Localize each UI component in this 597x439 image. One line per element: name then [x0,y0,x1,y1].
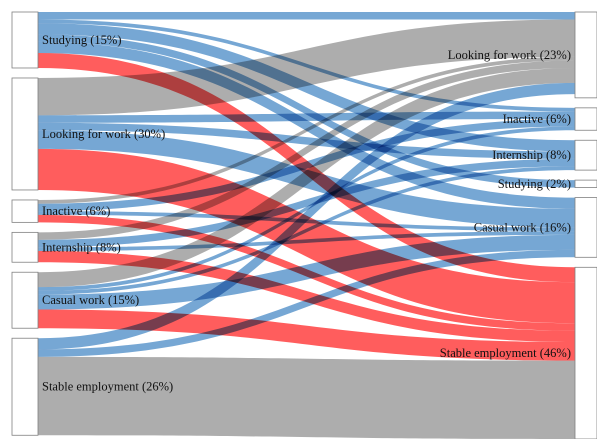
node-box [11,231,39,263]
source-node-stable: Stable employment (26%) [11,337,173,436]
target-node-looking: Looking for work (23%) [448,11,597,99]
node-label: Internship (8%) [492,148,571,162]
flow-looking-to-looking [38,19,575,116]
flow-stable-to-casual [38,249,575,357]
flow-studying-to-internship [38,23,575,152]
node-box [574,197,597,258]
node-label: Stable employment (26%) [42,380,173,394]
source-node-internship: Internship (8%) [11,231,121,263]
node-box [574,139,597,171]
node-label: Casual work (16%) [474,220,571,234]
node-box [11,199,39,223]
flow-internship-to-looking [38,60,575,240]
flow-casual-to-inactive [38,126,575,291]
node-label: Inactive (6%) [503,112,571,126]
flow-casual-to-casual [38,234,575,310]
node-box [574,107,597,131]
flow-stable-to-stable [38,356,575,439]
source-node-looking: Looking for work (30%) [11,77,165,191]
flow-inactive-to-looking [38,56,575,204]
flow-stable-to-looking [38,82,575,350]
flow-studying-to-looking [38,12,575,20]
target-node-internship: Internship (8%) [492,139,597,171]
source-node-inactive: Inactive (6%) [11,199,110,223]
source-node-casual: Casual work (15%) [11,271,139,329]
target-node-studying: Studying (2%) [498,177,597,191]
node-box [574,179,597,188]
flow-looking-to-stable [38,148,575,324]
flow-internship-to-stable [38,251,575,342]
nodes-layer: Studying (15%) Looking for work (30%) Inac… [11,11,597,439]
target-node-inactive: Inactive (6%) [503,107,597,131]
node-box [574,266,597,439]
node-label: Casual work (15%) [42,293,139,307]
node-box [574,11,597,99]
flow-inactive-to-inactive [38,119,575,212]
node-box [11,11,39,69]
flow-internship-to-internship [38,158,575,248]
node-label: Studying (2%) [498,177,571,191]
target-node-stable: Stable employment (46%) [440,266,597,439]
node-label: Inactive (6%) [42,204,110,218]
flow-looking-to-internship [38,122,575,159]
node-label: Looking for work (30%) [42,127,165,141]
node-box [11,271,39,329]
node-label: Studying (15%) [42,33,122,47]
flow-internship-to-casual [38,231,575,252]
node-label: Looking for work (23%) [448,48,571,62]
flows-layer [38,12,575,439]
node-label: Stable employment (46%) [440,346,571,360]
source-node-studying: Studying (15%) [11,11,122,69]
flow-casual-to-internship [38,166,575,295]
node-box [11,337,39,436]
flow-studying-to-studying [38,34,575,188]
node-label: Internship (8%) [42,240,121,254]
flow-studying-to-casual [38,41,575,209]
node-box [11,77,39,191]
flow-casual-to-looking [38,67,575,288]
target-node-casual: Casual work (16%) [474,197,597,258]
